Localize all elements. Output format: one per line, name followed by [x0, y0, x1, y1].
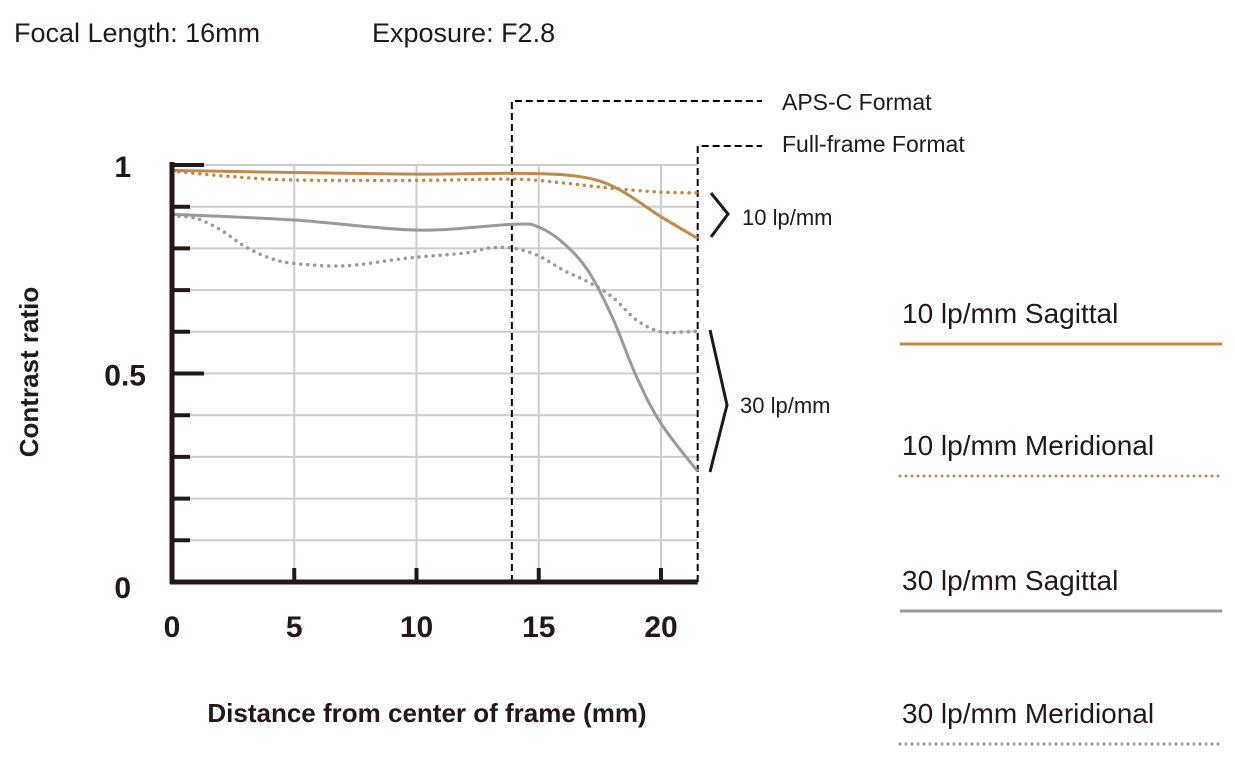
y-tick-label: 1: [114, 151, 131, 184]
series-10-lp-mm-meridional: [170, 169, 700, 195]
y-tick-label: 0: [114, 572, 131, 605]
grid: [172, 164, 698, 582]
x-axis-label: Distance from center of frame (mm): [207, 698, 646, 728]
legend-label: 10 lp/mm Meridional: [902, 430, 1154, 461]
series-30-lp-mm-meridional: [170, 214, 700, 335]
x-tick-label: 20: [644, 611, 677, 644]
x-tick-label: 5: [286, 611, 303, 644]
series-lines: [170, 168, 700, 473]
legend-label: 30 lp/mm Sagittal: [902, 565, 1118, 596]
legend-label: 10 lp/mm Sagittal: [902, 298, 1118, 329]
group-label-10lp: 10 lp/mm: [742, 205, 832, 230]
full-frame-label: Full-frame Format: [782, 131, 965, 157]
aps-c-boundary-line: [510, 100, 762, 582]
brace-30lp-icon: [708, 329, 729, 473]
axes: 0 5 10 15 20 0 0.5 1: [104, 151, 698, 644]
exposure-label: Exposure: F2.8: [372, 18, 555, 48]
series-30-lp-mm-sagittal: [171, 212, 699, 473]
format-markers: [510, 100, 762, 582]
brace-10lp-icon: [709, 192, 730, 238]
group-label-30lp: 30 lp/mm: [740, 393, 830, 418]
x-tick-label: 15: [522, 611, 555, 644]
x-tick-label: 0: [164, 611, 181, 644]
aps-c-label: APS-C Format: [782, 89, 932, 115]
legend: 10 lp/mm Sagittal 10 lp/mm Meridional 30 l…: [898, 298, 1224, 746]
y-tick-label: 0.5: [104, 360, 146, 393]
y-axis-label: Contrast ratio: [14, 287, 44, 457]
focal-length-label: Focal Length: 16mm: [14, 18, 260, 48]
series-10-lp-mm-sagittal: [171, 168, 699, 240]
legend-label: 30 lp/mm Meridional: [902, 698, 1154, 729]
full-frame-boundary-line: [696, 145, 762, 582]
x-tick-label: 10: [400, 611, 433, 644]
